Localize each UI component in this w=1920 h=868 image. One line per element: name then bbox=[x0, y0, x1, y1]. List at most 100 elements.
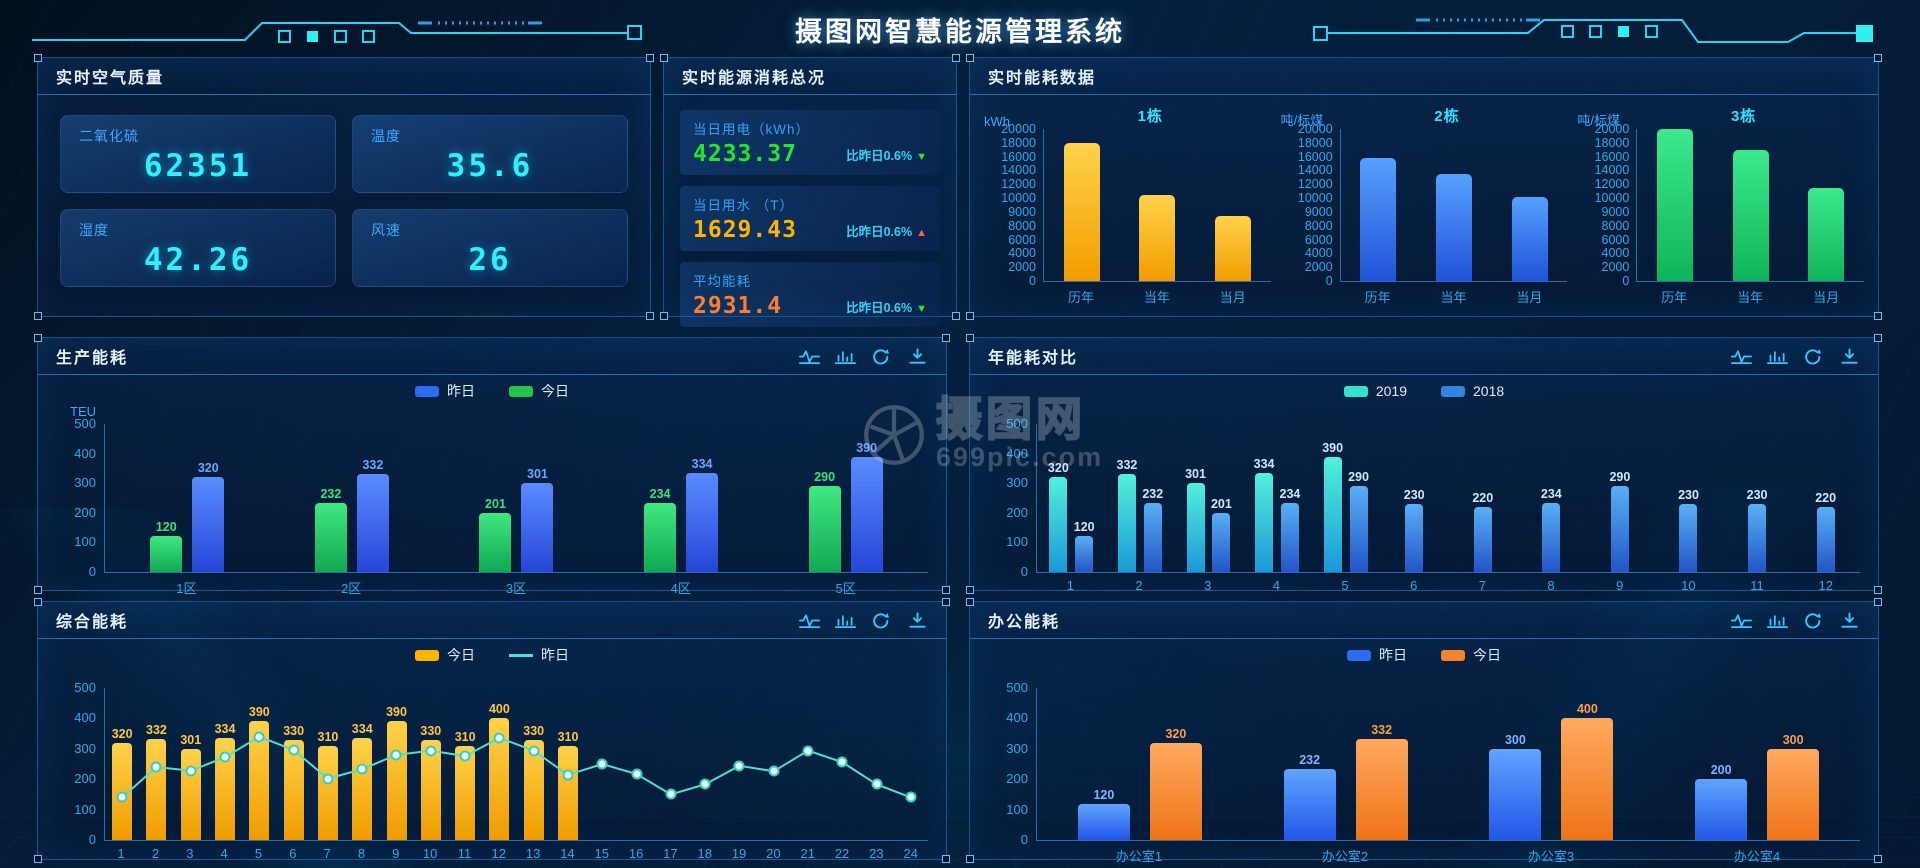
line-chart-icon[interactable] bbox=[799, 612, 820, 629]
bar-group: 301 201 bbox=[1174, 424, 1243, 572]
bar bbox=[808, 486, 841, 572]
bar-wrap: 234 bbox=[1280, 424, 1300, 572]
bar-value-label: 230 bbox=[1678, 487, 1699, 502]
legend-label: 昨日 bbox=[1379, 647, 1407, 663]
building-chart-3栋: 吨/标煤 3栋 20000 18000 16000 14000 12000 10000 9000… bbox=[1577, 105, 1865, 306]
bar-group: 234 bbox=[1517, 424, 1586, 572]
legend-item[interactable]: 2019 bbox=[1343, 383, 1407, 399]
y-ticks: 500 400 300 200 100 0 bbox=[1006, 416, 1028, 579]
line-point bbox=[631, 768, 643, 780]
bar-wrap: 332 bbox=[1355, 688, 1408, 840]
bar-chart-icon[interactable] bbox=[835, 612, 856, 629]
refresh-icon[interactable] bbox=[1803, 612, 1824, 629]
legend-item[interactable]: 昨日 bbox=[509, 645, 569, 665]
legend-item[interactable]: 昨日 bbox=[415, 381, 475, 401]
bar-group: 232 332 bbox=[270, 424, 435, 572]
bar-chart-icon[interactable] bbox=[1767, 348, 1788, 365]
refresh-icon[interactable] bbox=[871, 348, 892, 365]
legend-item[interactable]: 2018 bbox=[1441, 383, 1504, 399]
corner-mark bbox=[966, 312, 974, 320]
bar-wrap: 390 bbox=[850, 424, 883, 572]
y-axis-label: TEU bbox=[70, 404, 96, 419]
mini-chart-body: 20000 18000 16000 14000 12000 10000 9000 8000 60… bbox=[984, 123, 1271, 306]
x-labels: 历年 当年 当月 bbox=[1043, 282, 1271, 306]
bar-group: 332 232 bbox=[1106, 424, 1175, 572]
x-tick: 11 bbox=[457, 846, 472, 861]
panel-header: 生产能耗 bbox=[38, 338, 946, 375]
download-icon[interactable] bbox=[907, 347, 928, 365]
bar-value-label: 390 bbox=[248, 705, 270, 720]
bar-wrap: 200 bbox=[1695, 688, 1748, 840]
bar-chart-icon[interactable] bbox=[835, 348, 856, 365]
chart-area: 500 400 300 200 100 0 320 332 301 334 390 330 310 334… bbox=[38, 668, 946, 861]
mini-chart-head: 吨/标煤 2栋 bbox=[1281, 105, 1568, 129]
bar-value-label: 200 bbox=[1710, 763, 1732, 778]
production-chart: 昨日 今日 TEU 500 400 300 200 100 0 120 320 232 332 201 30… bbox=[38, 378, 946, 597]
bar-group: 232 332 bbox=[1243, 688, 1449, 840]
bar-value-label: 300 bbox=[1782, 732, 1804, 747]
bar-value-label: 390 bbox=[386, 705, 407, 720]
legend-item[interactable]: 今日 bbox=[1441, 645, 1501, 665]
legend-item[interactable]: 今日 bbox=[415, 645, 475, 665]
legend-item[interactable]: 今日 bbox=[509, 381, 569, 401]
office-chart: 昨日 今日 500 400 300 200 100 0 120 320 232 332 300 400 2… bbox=[970, 642, 1878, 865]
plot-wrap: 历年 当年 当月 bbox=[1043, 129, 1271, 306]
bar-value-label: 234 bbox=[1540, 486, 1562, 501]
bar-wrap: 220 bbox=[1472, 424, 1493, 572]
trend-up-icon: ▲ bbox=[916, 227, 927, 239]
line-chart-icon[interactable] bbox=[799, 348, 820, 365]
x-tick: 5 bbox=[1341, 578, 1349, 593]
legend-item[interactable]: 昨日 bbox=[1347, 645, 1407, 665]
panel-header: 办公能耗 bbox=[970, 602, 1878, 639]
download-icon[interactable] bbox=[1839, 611, 1860, 629]
chart-legend: 2019 2018 bbox=[970, 378, 1878, 404]
x-tick: 9 bbox=[1616, 578, 1624, 593]
bar-value-label: 390 bbox=[856, 440, 878, 455]
line-chart-icon[interactable] bbox=[1731, 348, 1752, 365]
line-point bbox=[596, 758, 608, 770]
bar-wrap: 330 bbox=[523, 688, 544, 840]
refresh-icon[interactable] bbox=[871, 612, 892, 629]
refresh-icon[interactable] bbox=[1803, 348, 1824, 365]
bar bbox=[479, 512, 512, 572]
bar-value-label: 201 bbox=[485, 496, 506, 511]
corner-mark bbox=[34, 586, 42, 594]
download-icon[interactable] bbox=[907, 611, 928, 629]
bar-value-label: 334 bbox=[214, 722, 236, 737]
x-tick: 8 bbox=[1547, 578, 1555, 593]
bar-wrap: 120 bbox=[150, 424, 183, 572]
bar bbox=[352, 738, 373, 840]
air-quality-card: 风速 26 bbox=[352, 209, 628, 287]
bar bbox=[558, 745, 578, 840]
air-card-value: 35.6 bbox=[446, 148, 534, 184]
bar-value-label: 320 bbox=[197, 461, 219, 476]
bar-group: 201 301 bbox=[434, 424, 599, 572]
energy-card-label: 当日用电（kWh） bbox=[693, 122, 810, 137]
legend-label: 昨日 bbox=[447, 383, 475, 399]
bar-group: 220 bbox=[1448, 424, 1517, 572]
line-point bbox=[459, 750, 471, 762]
line-chart-icon[interactable] bbox=[1731, 612, 1752, 629]
line-point bbox=[150, 761, 162, 773]
x-tick: 办公室3 bbox=[1527, 849, 1575, 864]
bar-wrap: 332 bbox=[356, 424, 389, 572]
header: 摄图网智慧能源管理系统 bbox=[0, 0, 1920, 50]
bar bbox=[1816, 506, 1835, 572]
bar-wrap: 320 bbox=[1149, 688, 1202, 840]
bar-wrap: 232 bbox=[1283, 688, 1336, 840]
x-tick: 6 bbox=[289, 846, 297, 861]
x-tick: 15 bbox=[594, 846, 609, 861]
bar-wrap: 390 bbox=[249, 688, 270, 840]
panel-title: 办公能耗 bbox=[988, 614, 1061, 631]
header-circuit-left bbox=[32, 21, 642, 43]
x-tick: 7 bbox=[1478, 578, 1486, 593]
download-icon[interactable] bbox=[1839, 347, 1860, 365]
x-tick: 当年 bbox=[1440, 290, 1467, 305]
x-tick: 19 bbox=[731, 846, 747, 861]
bar-wrap: 290 bbox=[1609, 424, 1630, 572]
line-point bbox=[185, 765, 197, 777]
bar-value-label: 120 bbox=[155, 520, 177, 535]
bar bbox=[1808, 187, 1845, 281]
bar-chart-icon[interactable] bbox=[1767, 612, 1788, 629]
bar-wrap: 300 bbox=[1489, 688, 1542, 840]
